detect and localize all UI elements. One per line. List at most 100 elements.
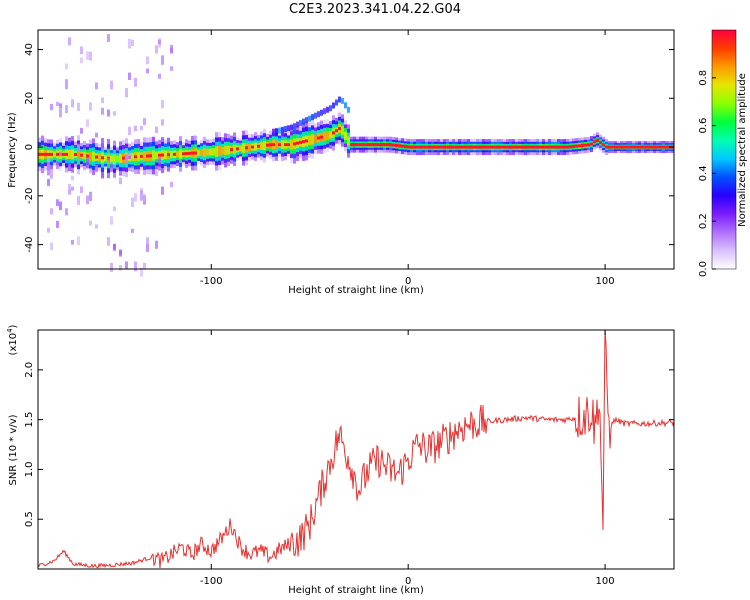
spectrogram-cell	[137, 151, 140, 162]
spectrogram-frame	[37, 29, 675, 270]
spectrogram-cell	[146, 154, 149, 158]
spectrogram-cell	[266, 143, 269, 147]
spectrogram-cell	[71, 99, 74, 108]
spectrogram-cell	[125, 154, 128, 160]
spectrogram-cell	[146, 237, 149, 245]
spectrogram-cell	[311, 114, 314, 121]
spectrogram-cell	[476, 145, 479, 149]
spectrogram-cell	[662, 145, 665, 149]
spectrogram-cell	[317, 136, 320, 140]
spectrogram-cell	[56, 161, 59, 169]
spectrogram-cell	[146, 243, 149, 252]
spectrogram-cell	[308, 135, 311, 145]
spectrogram-cell	[332, 131, 335, 135]
spectrogram-cell	[551, 145, 554, 149]
spectrogram-cell	[107, 109, 110, 117]
spectrogram-cell	[329, 131, 332, 139]
spectrogram-cell	[302, 118, 305, 125]
colorbar-tick-label: 0.2	[698, 213, 709, 229]
spectrogram-y-tick-label: 0	[24, 144, 35, 150]
spectrogram-cell	[605, 145, 608, 149]
spectrogram-cell	[236, 147, 239, 151]
spectrogram-cell	[563, 145, 566, 149]
spectrogram-cell	[200, 149, 203, 157]
spectrogram-cell	[134, 193, 137, 202]
spectrogram-cell	[95, 155, 98, 159]
spectrogram-cell	[638, 145, 641, 149]
spectrogram-cell	[77, 196, 80, 206]
spectrogram-cell	[143, 118, 146, 126]
spectrogram-cell	[284, 126, 287, 133]
spectrogram-cell	[65, 208, 68, 216]
spectrogram-cell	[134, 77, 137, 87]
spectrogram-cell	[113, 206, 116, 212]
spectrogram-cell	[77, 149, 80, 161]
spectrogram-cell	[650, 145, 653, 149]
spectrogram-cell	[233, 144, 236, 154]
spectrogram-cell	[299, 140, 302, 144]
spectrogram-cell	[608, 145, 611, 149]
spectrogram-panel: -100 0 100 -40 -20 0 20 40 Height of straight l…	[7, 29, 675, 296]
spectrogram-cell	[230, 148, 233, 152]
spectrogram-cell	[419, 145, 422, 149]
spectrogram-cell	[422, 145, 425, 149]
spectrogram-cell	[656, 145, 659, 149]
spectrogram-x-axis-label: Height of straight line (km)	[288, 285, 424, 296]
spectrogram-cell	[593, 140, 596, 144]
spectrogram-ticks: -100 0 100 -40 -20 0 20 40	[24, 30, 674, 287]
spectrogram-cell	[140, 125, 143, 131]
spectrogram-cell	[320, 135, 323, 139]
spectrogram-cell	[68, 184, 71, 191]
spectrogram-cell	[446, 145, 449, 149]
spectrogram-cell	[293, 142, 296, 146]
spectrogram-cell	[434, 145, 437, 149]
spectrogram-cell	[143, 262, 146, 269]
spectrogram-cell	[89, 51, 92, 61]
spectrogram-cell	[398, 144, 401, 148]
spectrogram-cell	[257, 144, 260, 148]
spectrogram-cell	[392, 143, 395, 147]
spectrogram-x-tick-label: -100	[200, 276, 223, 287]
spectrogram-cell	[497, 145, 500, 149]
spectrogram-cell	[140, 154, 143, 158]
spectrogram-cell	[341, 126, 344, 135]
spectrogram-cell	[95, 224, 98, 229]
spectrogram-cell	[155, 45, 158, 54]
colorbar-gradient	[711, 29, 737, 270]
spectrogram-cell	[599, 141, 602, 145]
spectrogram-cell	[68, 189, 71, 195]
spectrogram-cell	[125, 155, 128, 164]
spectrogram-cell	[131, 166, 134, 172]
spectrogram-cell	[494, 145, 497, 149]
spectrogram-cell	[185, 152, 188, 156]
spectrogram-cell	[443, 145, 446, 149]
colorbar-tick-label: 0.8	[698, 70, 709, 86]
spectrogram-cell	[125, 88, 128, 98]
spectrogram-cell	[128, 38, 131, 49]
spectrogram-cell	[362, 143, 365, 147]
spectrogram-cell	[623, 145, 626, 149]
figure-title: C2E3.2023.341.04.22.G04	[288, 2, 462, 17]
spectrogram-cell	[119, 177, 122, 185]
spectrogram-cell	[182, 152, 185, 156]
spectrogram-cell	[50, 103, 53, 111]
spectrogram-cell	[395, 143, 398, 147]
spectrogram-cell	[281, 126, 284, 133]
spectrogram-y-tick-label: 40	[24, 43, 35, 56]
spectrogram-cell	[95, 164, 98, 173]
spectrogram-cell	[572, 144, 575, 148]
spectrogram-cell	[95, 132, 98, 138]
spectrogram-cell	[77, 102, 80, 111]
spectrogram-cell	[146, 56, 149, 65]
spectrogram-cell	[275, 140, 278, 150]
spectrogram-y-axis-label: Frequency (Hz)	[7, 112, 18, 188]
spectrogram-cell	[311, 134, 314, 145]
spectrogram-cell	[116, 155, 119, 162]
spectrogram-cell	[170, 45, 173, 54]
spectrogram-cell	[305, 139, 308, 143]
spectrogram-cell	[125, 261, 128, 269]
spectrogram-cell	[128, 126, 131, 135]
spectrogram-cell	[209, 148, 212, 156]
spectrogram-cell	[215, 146, 218, 157]
